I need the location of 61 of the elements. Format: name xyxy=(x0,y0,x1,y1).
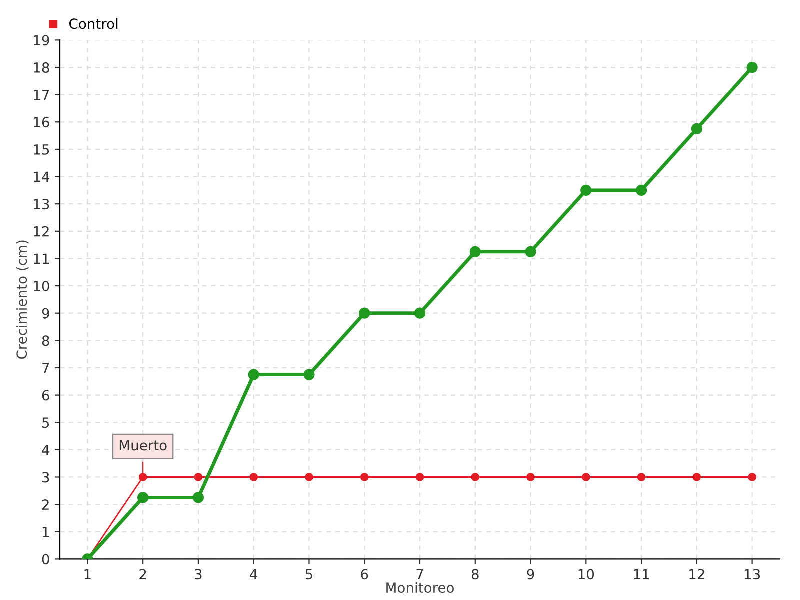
y-tick-label: 19 xyxy=(34,35,50,46)
point xyxy=(192,492,204,504)
y-tick-label: 7 xyxy=(42,363,50,374)
point xyxy=(138,492,149,504)
y-tick-label: 16 xyxy=(34,117,50,128)
x-tick-label: 4 xyxy=(250,569,258,580)
point xyxy=(414,308,426,319)
legend-label: Control xyxy=(69,18,118,30)
point xyxy=(250,473,258,482)
point xyxy=(637,473,646,482)
point xyxy=(691,123,702,135)
y-tick-label: 15 xyxy=(34,144,50,155)
y-tick-label: 18 xyxy=(34,62,50,73)
y-tick-label: 2 xyxy=(42,500,49,510)
point xyxy=(582,473,590,482)
point xyxy=(360,473,369,482)
point xyxy=(471,473,480,482)
y-tick-label: 1 xyxy=(42,527,49,538)
point xyxy=(359,308,370,319)
x-tick-label: 5 xyxy=(306,569,312,580)
point xyxy=(748,473,756,482)
x-tick-label: 1 xyxy=(84,569,91,580)
y-tick-label: 6 xyxy=(42,390,50,401)
y-tick-label: 3 xyxy=(42,472,50,483)
y-tick-label: 10 xyxy=(34,281,50,292)
x-tick-label: 6 xyxy=(361,569,368,580)
point xyxy=(525,246,536,258)
point xyxy=(304,369,315,380)
x-tick-label: 12 xyxy=(690,569,704,580)
x-tick-label: 8 xyxy=(472,569,479,580)
point xyxy=(470,246,481,258)
x-tick-label: 10 xyxy=(578,569,594,580)
x-tick-label: 13 xyxy=(744,569,760,580)
x-tick-label: 2 xyxy=(140,569,146,580)
point xyxy=(416,473,424,482)
x-tick-label: 7 xyxy=(416,569,424,580)
y-tick-label: 14 xyxy=(34,172,50,182)
y-tick-label: 9 xyxy=(42,308,50,319)
point xyxy=(526,473,535,482)
point xyxy=(580,184,592,196)
point xyxy=(636,184,648,196)
point xyxy=(746,62,758,74)
x-axis-title: Monitoreo xyxy=(386,582,454,594)
point xyxy=(138,473,148,482)
point xyxy=(194,473,203,482)
y-tick-label: 17 xyxy=(34,90,50,100)
annotation: Muerto xyxy=(120,440,167,451)
y-tick-label: 12 xyxy=(34,226,49,237)
y-tick-label: 11 xyxy=(34,254,49,264)
y-tick-label: 0 xyxy=(42,554,50,565)
point xyxy=(692,473,702,482)
point xyxy=(305,473,314,482)
x-tick-label: 3 xyxy=(195,569,202,580)
x-tick-label: 11 xyxy=(634,569,650,580)
y-axis-title: Crecimiento (cm) xyxy=(16,240,29,360)
point xyxy=(248,369,260,380)
y-tick-label: 13 xyxy=(34,199,50,210)
y-tick-label: 4 xyxy=(42,445,50,456)
y-tick-label: 5 xyxy=(42,418,50,428)
y-tick-label: 8 xyxy=(42,336,50,346)
x-tick-label: 9 xyxy=(527,569,534,580)
